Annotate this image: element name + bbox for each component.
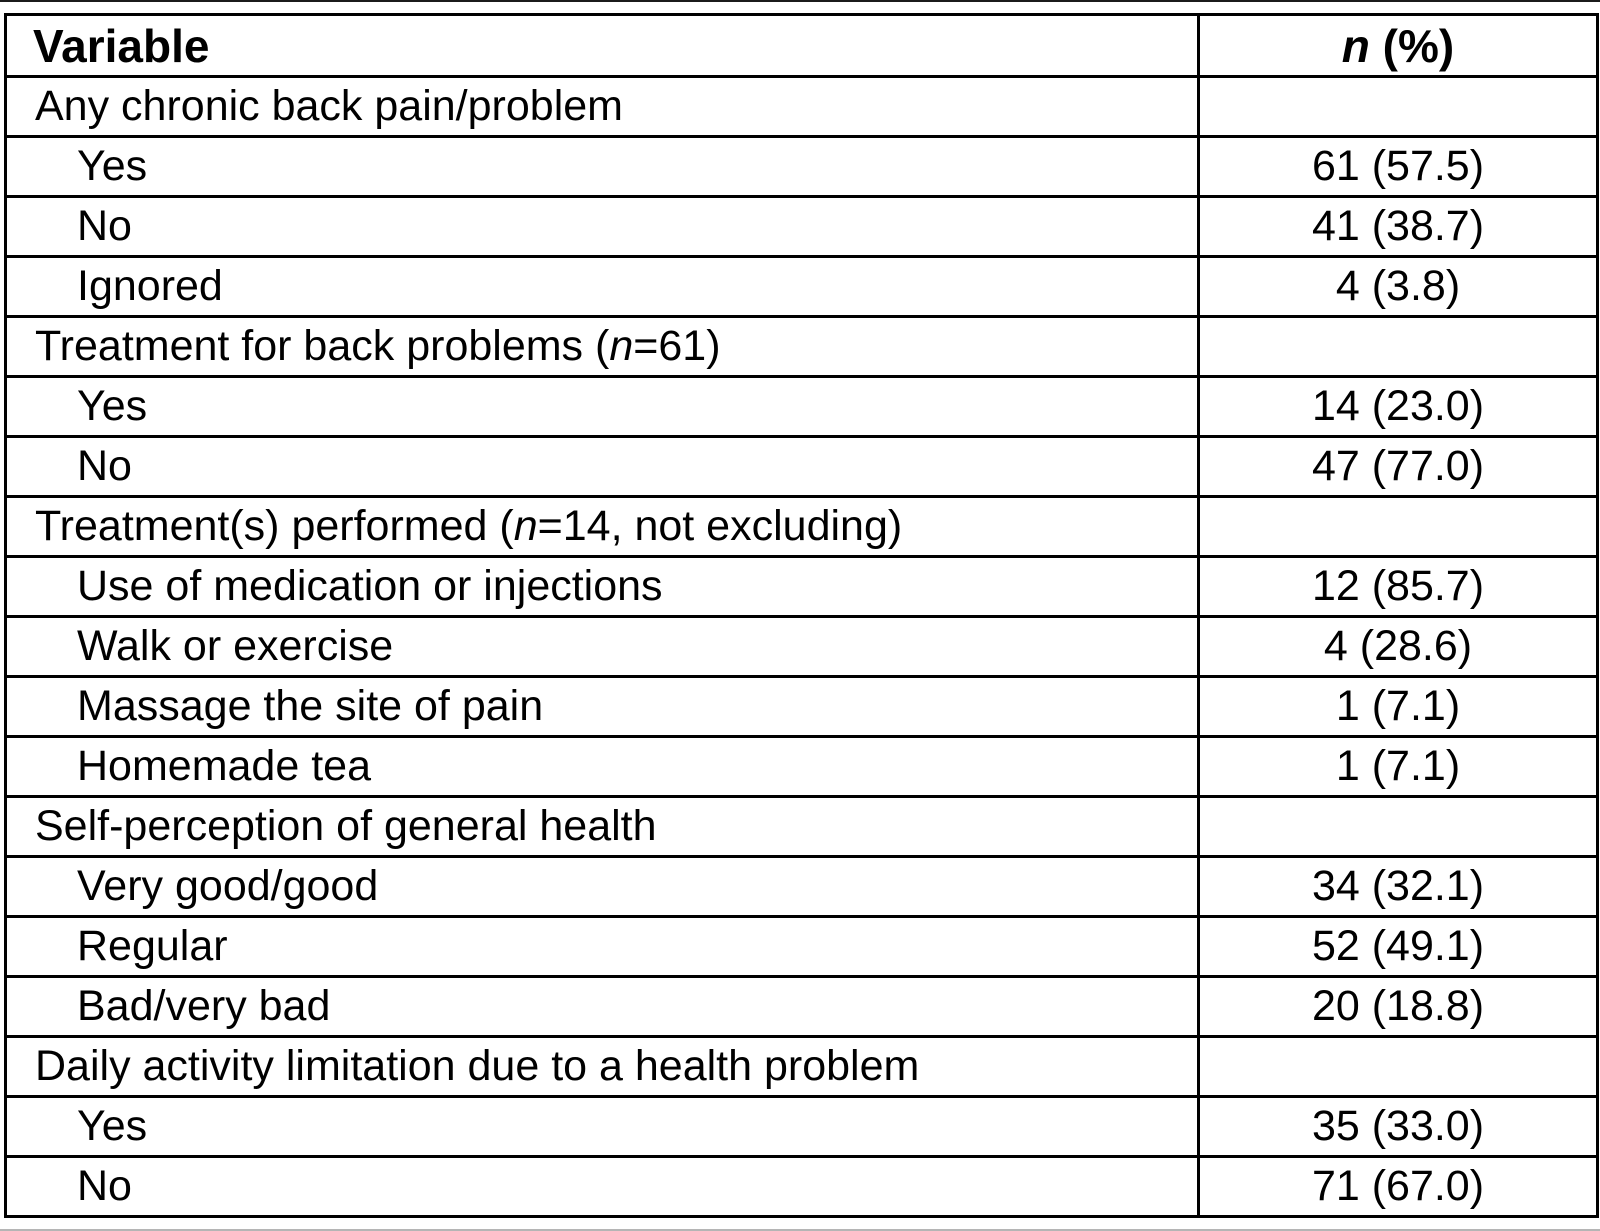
- table-row: Homemade tea 1 (7.1): [4, 735, 1599, 798]
- value-cell: 4 (3.8): [1197, 255, 1599, 318]
- value-cell: 34 (32.1): [1197, 855, 1599, 918]
- value-cell: 41 (38.7): [1197, 195, 1599, 258]
- table-row: Yes 61 (57.5): [4, 135, 1599, 198]
- value-cell: [1197, 1035, 1599, 1098]
- variable-group-cell: Any chronic back pain/problem: [4, 75, 1200, 138]
- table-row-group: Daily activity limitation due to a healt…: [4, 1035, 1599, 1098]
- variable-cell: Yes: [4, 1095, 1200, 1158]
- variable-group-cell: Self-perception of general health: [4, 795, 1200, 858]
- variable-cell: Use of medication or injections: [4, 555, 1200, 618]
- variable-cell: Yes: [4, 375, 1200, 438]
- variable-cell: No: [4, 1155, 1200, 1218]
- variable-cell: Regular: [4, 915, 1200, 978]
- value-cell: 61 (57.5): [1197, 135, 1599, 198]
- variable-cell: Walk or exercise: [4, 615, 1200, 678]
- variable-cell: No: [4, 435, 1200, 498]
- column-header-n-percent: n (%): [1197, 13, 1599, 78]
- value-cell: 20 (18.8): [1197, 975, 1599, 1038]
- column-header-variable: Variable: [4, 13, 1200, 78]
- value-cell: 52 (49.1): [1197, 915, 1599, 978]
- table-row-group: Treatment(s) performed (n=14, not exclud…: [4, 495, 1599, 558]
- table-row-group: Any chronic back pain/problem: [4, 75, 1599, 138]
- value-cell: [1197, 795, 1599, 858]
- table-row: Ignored 4 (3.8): [4, 255, 1599, 318]
- value-cell: 1 (7.1): [1197, 735, 1599, 798]
- header-row: Variable n (%): [4, 13, 1599, 78]
- value-cell: 14 (23.0): [1197, 375, 1599, 438]
- variable-group-cell: Daily activity limitation due to a healt…: [4, 1035, 1200, 1098]
- table-row: No 41 (38.7): [4, 195, 1599, 258]
- variable-cell: Bad/very bad: [4, 975, 1200, 1038]
- value-cell: 71 (67.0): [1197, 1155, 1599, 1218]
- table-row: Massage the site of pain 1 (7.1): [4, 675, 1599, 738]
- variable-cell: Very good/good: [4, 855, 1200, 918]
- table-row: Regular 52 (49.1): [4, 915, 1599, 978]
- variable-group-cell: Treatment for back problems (n=61): [4, 315, 1200, 378]
- value-cell: [1197, 75, 1599, 138]
- table-row: Yes 14 (23.0): [4, 375, 1599, 438]
- variable-cell: Homemade tea: [4, 735, 1200, 798]
- top-rule: [0, 0, 1600, 2]
- variable-cell: No: [4, 195, 1200, 258]
- value-cell: [1197, 315, 1599, 378]
- value-cell: [1197, 495, 1599, 558]
- variable-cell: Ignored: [4, 255, 1200, 318]
- value-cell: 35 (33.0): [1197, 1095, 1599, 1158]
- value-cell: 12 (85.7): [1197, 555, 1599, 618]
- table-row: No 47 (77.0): [4, 435, 1599, 498]
- table-row: No 71 (67.0): [4, 1155, 1599, 1218]
- table-row: Walk or exercise 4 (28.6): [4, 615, 1599, 678]
- value-cell: 1 (7.1): [1197, 675, 1599, 738]
- value-cell: 4 (28.6): [1197, 615, 1599, 678]
- variable-group-cell: Treatment(s) performed (n=14, not exclud…: [4, 495, 1200, 558]
- table-row: Yes 35 (33.0): [4, 1095, 1599, 1158]
- statistics-table: Variable n (%) Any chronic back pain/pro…: [4, 13, 1599, 1218]
- value-cell: 47 (77.0): [1197, 435, 1599, 498]
- table-row: Use of medication or injections 12 (85.7…: [4, 555, 1599, 618]
- table-row: Bad/very bad 20 (18.8): [4, 975, 1599, 1038]
- table-row: Very good/good 34 (32.1): [4, 855, 1599, 918]
- variable-cell: Yes: [4, 135, 1200, 198]
- variable-cell: Massage the site of pain: [4, 675, 1200, 738]
- table-row-group: Treatment for back problems (n=61): [4, 315, 1599, 378]
- table-row-group: Self-perception of general health: [4, 795, 1599, 858]
- bottom-rule: [0, 1229, 1600, 1231]
